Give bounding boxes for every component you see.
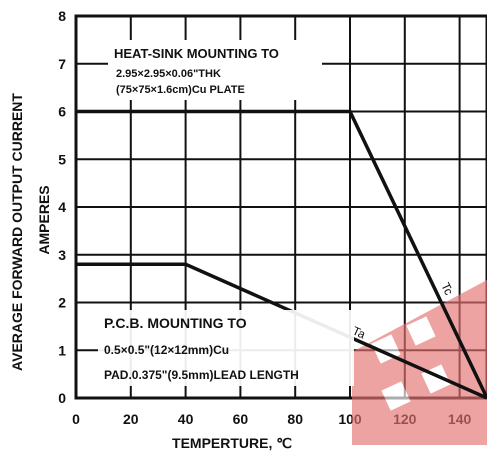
y-tick-label: 1 bbox=[58, 342, 66, 358]
heatsink-note-box bbox=[108, 40, 322, 100]
plot-frame bbox=[74, 14, 487, 400]
x-tick-label: 0 bbox=[72, 411, 80, 427]
series-label-ta: Ta bbox=[350, 324, 368, 342]
y-tick-label: 6 bbox=[58, 104, 66, 120]
x-tick-label: 80 bbox=[287, 411, 303, 427]
x-axis-label: TEMPERTURE, ℃ bbox=[172, 435, 292, 451]
x-tick-label: 20 bbox=[123, 411, 139, 427]
x-tick-label: 60 bbox=[233, 411, 249, 427]
series-label-tc: Tc bbox=[438, 280, 456, 297]
heatsink-note-line-3: (75×75×1.6cm)Cu PLATE bbox=[116, 84, 245, 96]
y-axis-label: AVERAGE FORWARD OUTPUT CURRENT bbox=[9, 93, 25, 371]
y-axis-unit-label: AMPERES bbox=[36, 185, 52, 254]
series-line-ta bbox=[76, 262, 487, 400]
y-tick-label: 7 bbox=[58, 56, 66, 72]
heatsink-note-line-1: HEAT-SINK MOUNTING TO bbox=[114, 46, 279, 61]
watermark-logo bbox=[352, 280, 487, 445]
y-tick-label: 5 bbox=[58, 151, 66, 167]
heatsink-note-line-2: 2.95×2.95×0.06"THK bbox=[116, 68, 221, 80]
series-group bbox=[76, 109, 487, 400]
y-tick-label: 8 bbox=[58, 8, 66, 24]
x-tick-label: 40 bbox=[178, 411, 194, 427]
pcb-note-line-1: P.C.B. MOUNTING TO bbox=[104, 315, 247, 331]
series-line-tc bbox=[76, 109, 487, 399]
y-tick-labels: 0 1 2 3 4 5 6 7 8 bbox=[58, 8, 66, 406]
pcb-note-line-3: PAD.0.375"(9.5mm)LEAD LENGTH bbox=[104, 368, 299, 382]
y-tick-label: 0 bbox=[58, 390, 66, 406]
y-tick-label: 2 bbox=[58, 295, 66, 311]
pcb-note-line-2: 0.5×0.5"(12×12mm)Cu bbox=[104, 343, 229, 357]
y-tick-label: 3 bbox=[58, 247, 66, 263]
pcb-note-box bbox=[98, 310, 354, 386]
series-labels: Tc Ta bbox=[350, 280, 456, 341]
y-tick-label: 4 bbox=[58, 199, 66, 215]
